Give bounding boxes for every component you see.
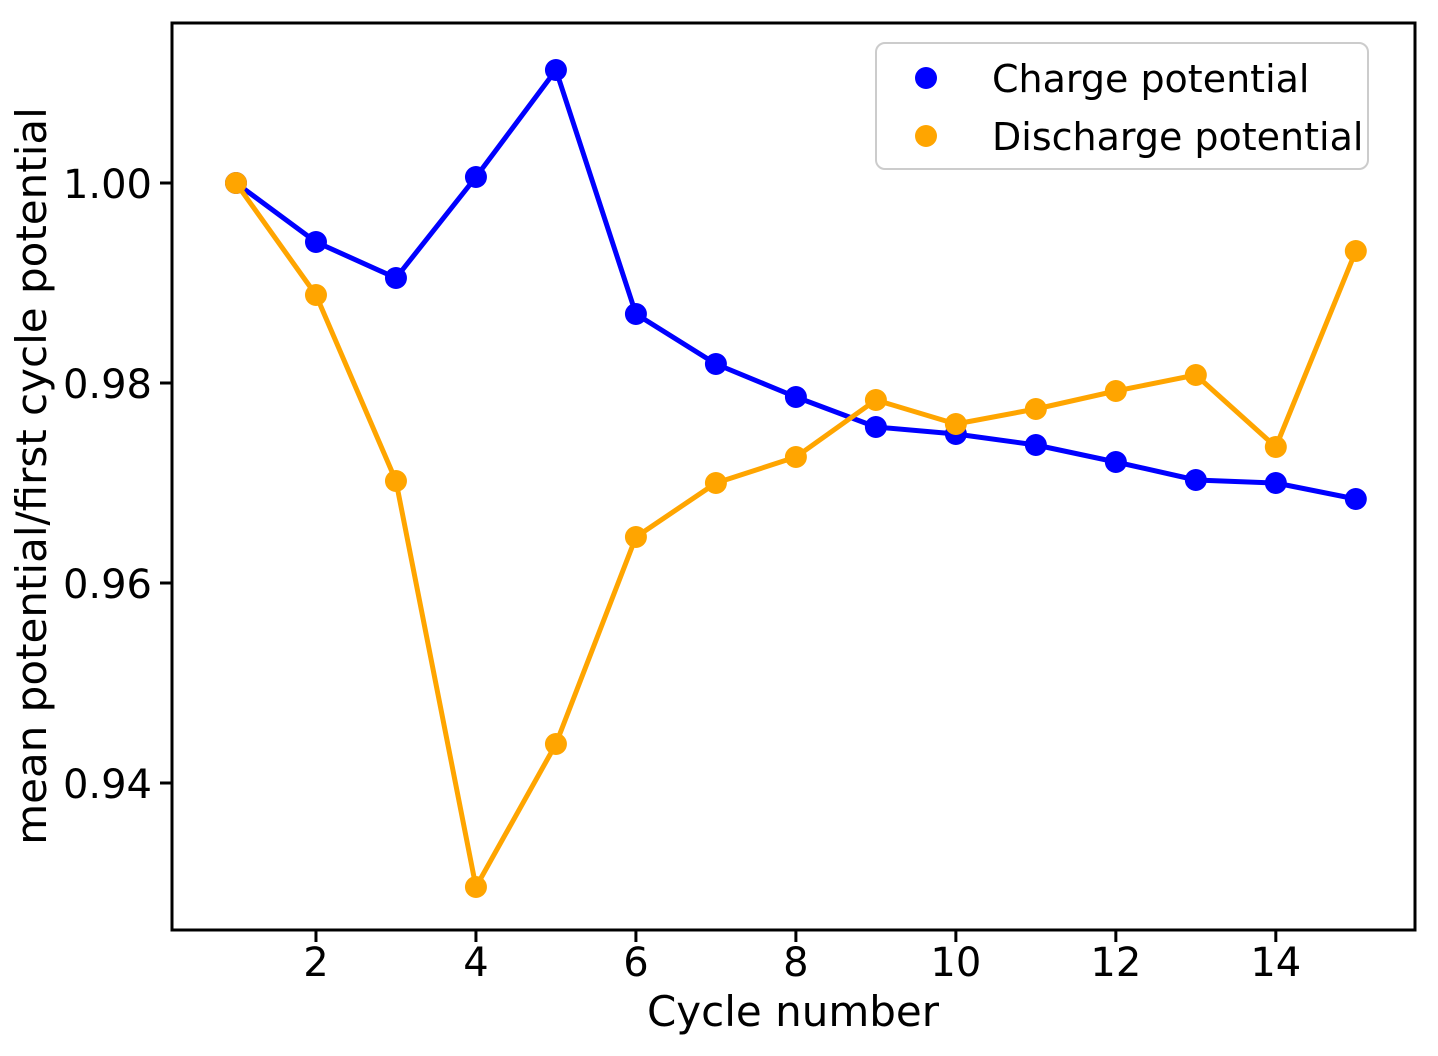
x-tick-label: 2 [303,940,328,986]
x-tick-label: 14 [1250,940,1301,986]
data-point-marker [384,267,407,289]
data-point-marker [1104,380,1127,402]
data-point-marker [784,446,807,468]
data-point-marker [864,416,887,438]
x-tick-label: 8 [783,940,808,986]
data-point-marker [544,59,567,81]
legend-label-charge: Charge potential [992,57,1309,101]
x-tick-label: 4 [463,940,488,986]
data-point-marker [1104,451,1127,473]
data-point-marker [704,353,727,375]
discharge-potential-series [224,172,1367,898]
x-tick-label: 12 [1090,940,1141,986]
data-point-marker [1344,240,1367,262]
data-point-marker [624,303,647,325]
legend-label-discharge: Discharge potential [992,115,1363,159]
data-point-marker [224,172,247,194]
legend-marker-charge [915,67,937,89]
data-point-marker [1184,364,1207,386]
data-point-marker [1024,398,1047,420]
legend: Charge potential Discharge potential [875,42,1369,170]
axis-ticks: 2 4 6 8 10 12 14 1.00 0.98 0.96 0.94 [63,162,1301,986]
data-point-marker [544,733,567,755]
plot-series [224,59,1367,898]
data-point-marker [1264,436,1287,458]
y-tick-label: 1.00 [63,162,152,208]
data-point-marker [384,470,407,492]
data-point-marker [704,472,727,494]
data-point-marker [1344,488,1367,510]
legend-box [875,42,1369,170]
discharge-potential-line [233,180,1359,890]
data-point-marker [1184,469,1207,491]
y-tick-label: 0.98 [63,362,152,408]
y-tick-label: 0.94 [63,762,152,808]
y-axis-label: mean potential/first cycle potential [7,107,56,845]
plot-frame [170,21,1417,932]
data-point-marker [1264,472,1287,494]
data-point-marker [944,413,967,435]
legend-marker-discharge [915,125,937,147]
data-point-marker [464,876,487,898]
data-point-marker [304,284,327,306]
data-point-marker [784,386,807,408]
x-axis-label: Cycle number [647,987,940,1036]
data-point-marker [624,526,647,548]
data-point-marker [1024,434,1047,456]
data-point-marker [864,389,887,411]
x-tick-label: 10 [930,940,981,986]
x-tick-label: 6 [623,940,648,986]
y-tick-label: 0.96 [63,562,152,608]
data-point-marker [464,166,487,188]
data-point-marker [304,231,327,253]
